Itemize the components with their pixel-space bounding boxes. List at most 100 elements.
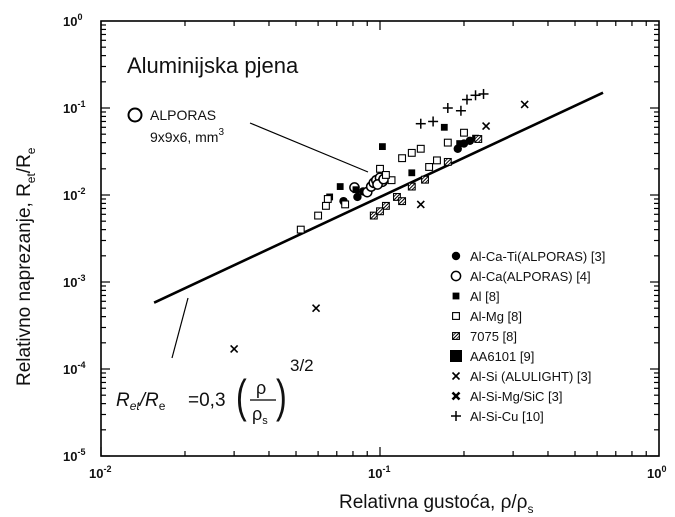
data-point-filled-square (440, 123, 448, 131)
data-point-hatched-square (474, 135, 483, 143)
legend-marker-x (451, 371, 461, 381)
annotation-dims: 9x9x6, mm3 (150, 127, 224, 145)
formula-numerator: ρ (256, 378, 266, 398)
data-point-open-square (321, 201, 330, 210)
y-tick-labels: 100 10-1 10-2 10-3 10-4 10-5 (63, 12, 85, 464)
data-point-x-stroke (312, 304, 321, 313)
legend-marker-hatched-square-hatch (452, 332, 460, 340)
formula-left-paren: ( (236, 371, 247, 422)
legend-marker-plus (451, 411, 461, 421)
data-point-x-stroke (230, 344, 239, 354)
data-point-hatched-square-hatch (477, 138, 482, 143)
data-point-open-square (443, 138, 452, 147)
data-point-hatched-square-hatch (376, 207, 384, 216)
data-point-hatched-square (443, 157, 452, 166)
data-point-filled-square (456, 140, 464, 147)
data-point-plus (455, 105, 466, 116)
legend-label: 7075 [8] (470, 329, 517, 344)
data-point-hatched-square-hatch (379, 210, 384, 215)
x-axis-label: Relativna gustoća, ρ/ρs (339, 492, 534, 516)
legend-label: Al-Si (ALULIGHT) [3] (470, 369, 591, 384)
data-point-hatched-square-hatch (370, 211, 375, 216)
y-tick-label: 10-2 (63, 186, 85, 203)
data-point-hatched-square-hatch (421, 175, 426, 180)
data-point-plus (415, 118, 426, 129)
y-tick-label: 10-4 (63, 360, 85, 377)
data-point-open-square (416, 144, 425, 153)
legend-marker-open-circle (450, 270, 462, 282)
formula-right-paren: ) (276, 371, 287, 422)
data-point-open-square (341, 200, 350, 209)
formula-exponent: 3/2 (290, 356, 314, 375)
data-point-x (520, 100, 529, 109)
y-axis-label-group: Relativno naprezanje, Ret/Re (14, 147, 38, 386)
legend-marker-filled-square (452, 292, 460, 300)
data-point-filled-square (352, 186, 360, 194)
data-point-open-square (296, 225, 305, 234)
legend-marker-hatched-square-hatch (455, 335, 460, 340)
legend-marker-x-stroke (451, 371, 461, 381)
model-formula: Ret/Re =0,3 ( ρ ρs ) 3/2 (116, 356, 314, 427)
data-point-open-square (376, 164, 384, 173)
axis-ticks (100, 21, 659, 457)
data-point-hatched-square (421, 175, 429, 184)
data-point-open-square (460, 128, 468, 137)
data-point-open-square (387, 176, 396, 185)
legend-marker-open-square (452, 312, 460, 320)
data-point-plus (470, 90, 481, 101)
formula-denominator: ρs (252, 404, 268, 427)
data-point-hatched-square-hatch (393, 193, 398, 198)
legend: Al-Ca-Ti(ALPORAS) [3] Al-Ca(ALPORAS) [4] A… (450, 249, 605, 424)
data-point-open-square (425, 163, 434, 171)
data-point-x (230, 344, 239, 354)
data-point-x (312, 304, 321, 313)
data-point-hatched-square-hatch (444, 158, 452, 166)
legend-label: Al-Ca-Ti(ALPORAS) [3] (470, 249, 605, 264)
x-tick-label: 10-2 (89, 464, 111, 481)
data-point-open-square (398, 154, 407, 163)
annotation-label: ALPORAS (150, 107, 216, 123)
data-point-hatched-square-hatch (408, 182, 416, 191)
data-point-hatched-square-hatch (421, 175, 429, 184)
alporas-annotation-marker (127, 107, 143, 123)
data-point-plus (442, 103, 453, 113)
data-point-hatched-square-hatch (398, 197, 406, 205)
data-point-filled-square (378, 143, 386, 151)
legend-label: Al-Si-Mg/SiC [3] (470, 389, 562, 404)
data-point-plus (478, 88, 489, 99)
data-point-plus (461, 94, 472, 105)
data-point-hatched-square-hatch (376, 207, 381, 212)
svg-text:Ret/Re: Ret/Re (116, 390, 166, 413)
y-tick-label: 10-3 (63, 273, 85, 290)
data-point-hatched-square-hatch (408, 182, 413, 187)
legend-marker-hatched-square-hatch (452, 332, 457, 337)
data-point-hatched-square-hatch (385, 205, 390, 210)
plot-frame (100, 20, 660, 457)
model-line (153, 91, 604, 304)
y-tick-label: 10-5 (63, 447, 85, 464)
data-point-hatched-square (376, 207, 384, 216)
data-point-open-square (314, 211, 323, 220)
data-point-hatched-square (407, 182, 416, 191)
data-point-hatched-square-hatch (411, 186, 416, 191)
data-point-filled-circle (353, 192, 362, 202)
data-point-x-stroke (416, 200, 425, 209)
legend-marker-hatched-square (452, 332, 460, 340)
x-tick-label: 10-1 (368, 464, 390, 481)
data-point-open-square (323, 195, 332, 203)
y-axis-label: Relativno naprezanje, Ret/Re (14, 147, 38, 386)
y-tick-label: 100 (63, 12, 82, 29)
data-point-x-stroke (520, 100, 529, 109)
data-point-hatched-square-hatch (474, 135, 483, 143)
legend-marker-bold-x-stroke (451, 391, 461, 401)
data-point-hatched-square-hatch (474, 135, 479, 140)
data-points (230, 88, 529, 354)
x-tick-label: 100 (647, 464, 666, 481)
legend-marker-filled-circle (451, 251, 461, 261)
data-point-hatched-square-hatch (382, 202, 387, 207)
formula-coefficient: =0,3 (188, 390, 226, 411)
data-point-hatched-square (398, 197, 407, 206)
data-point-x (416, 200, 425, 209)
legend-label: Al-Ca(ALPORAS) [4] (470, 269, 591, 284)
